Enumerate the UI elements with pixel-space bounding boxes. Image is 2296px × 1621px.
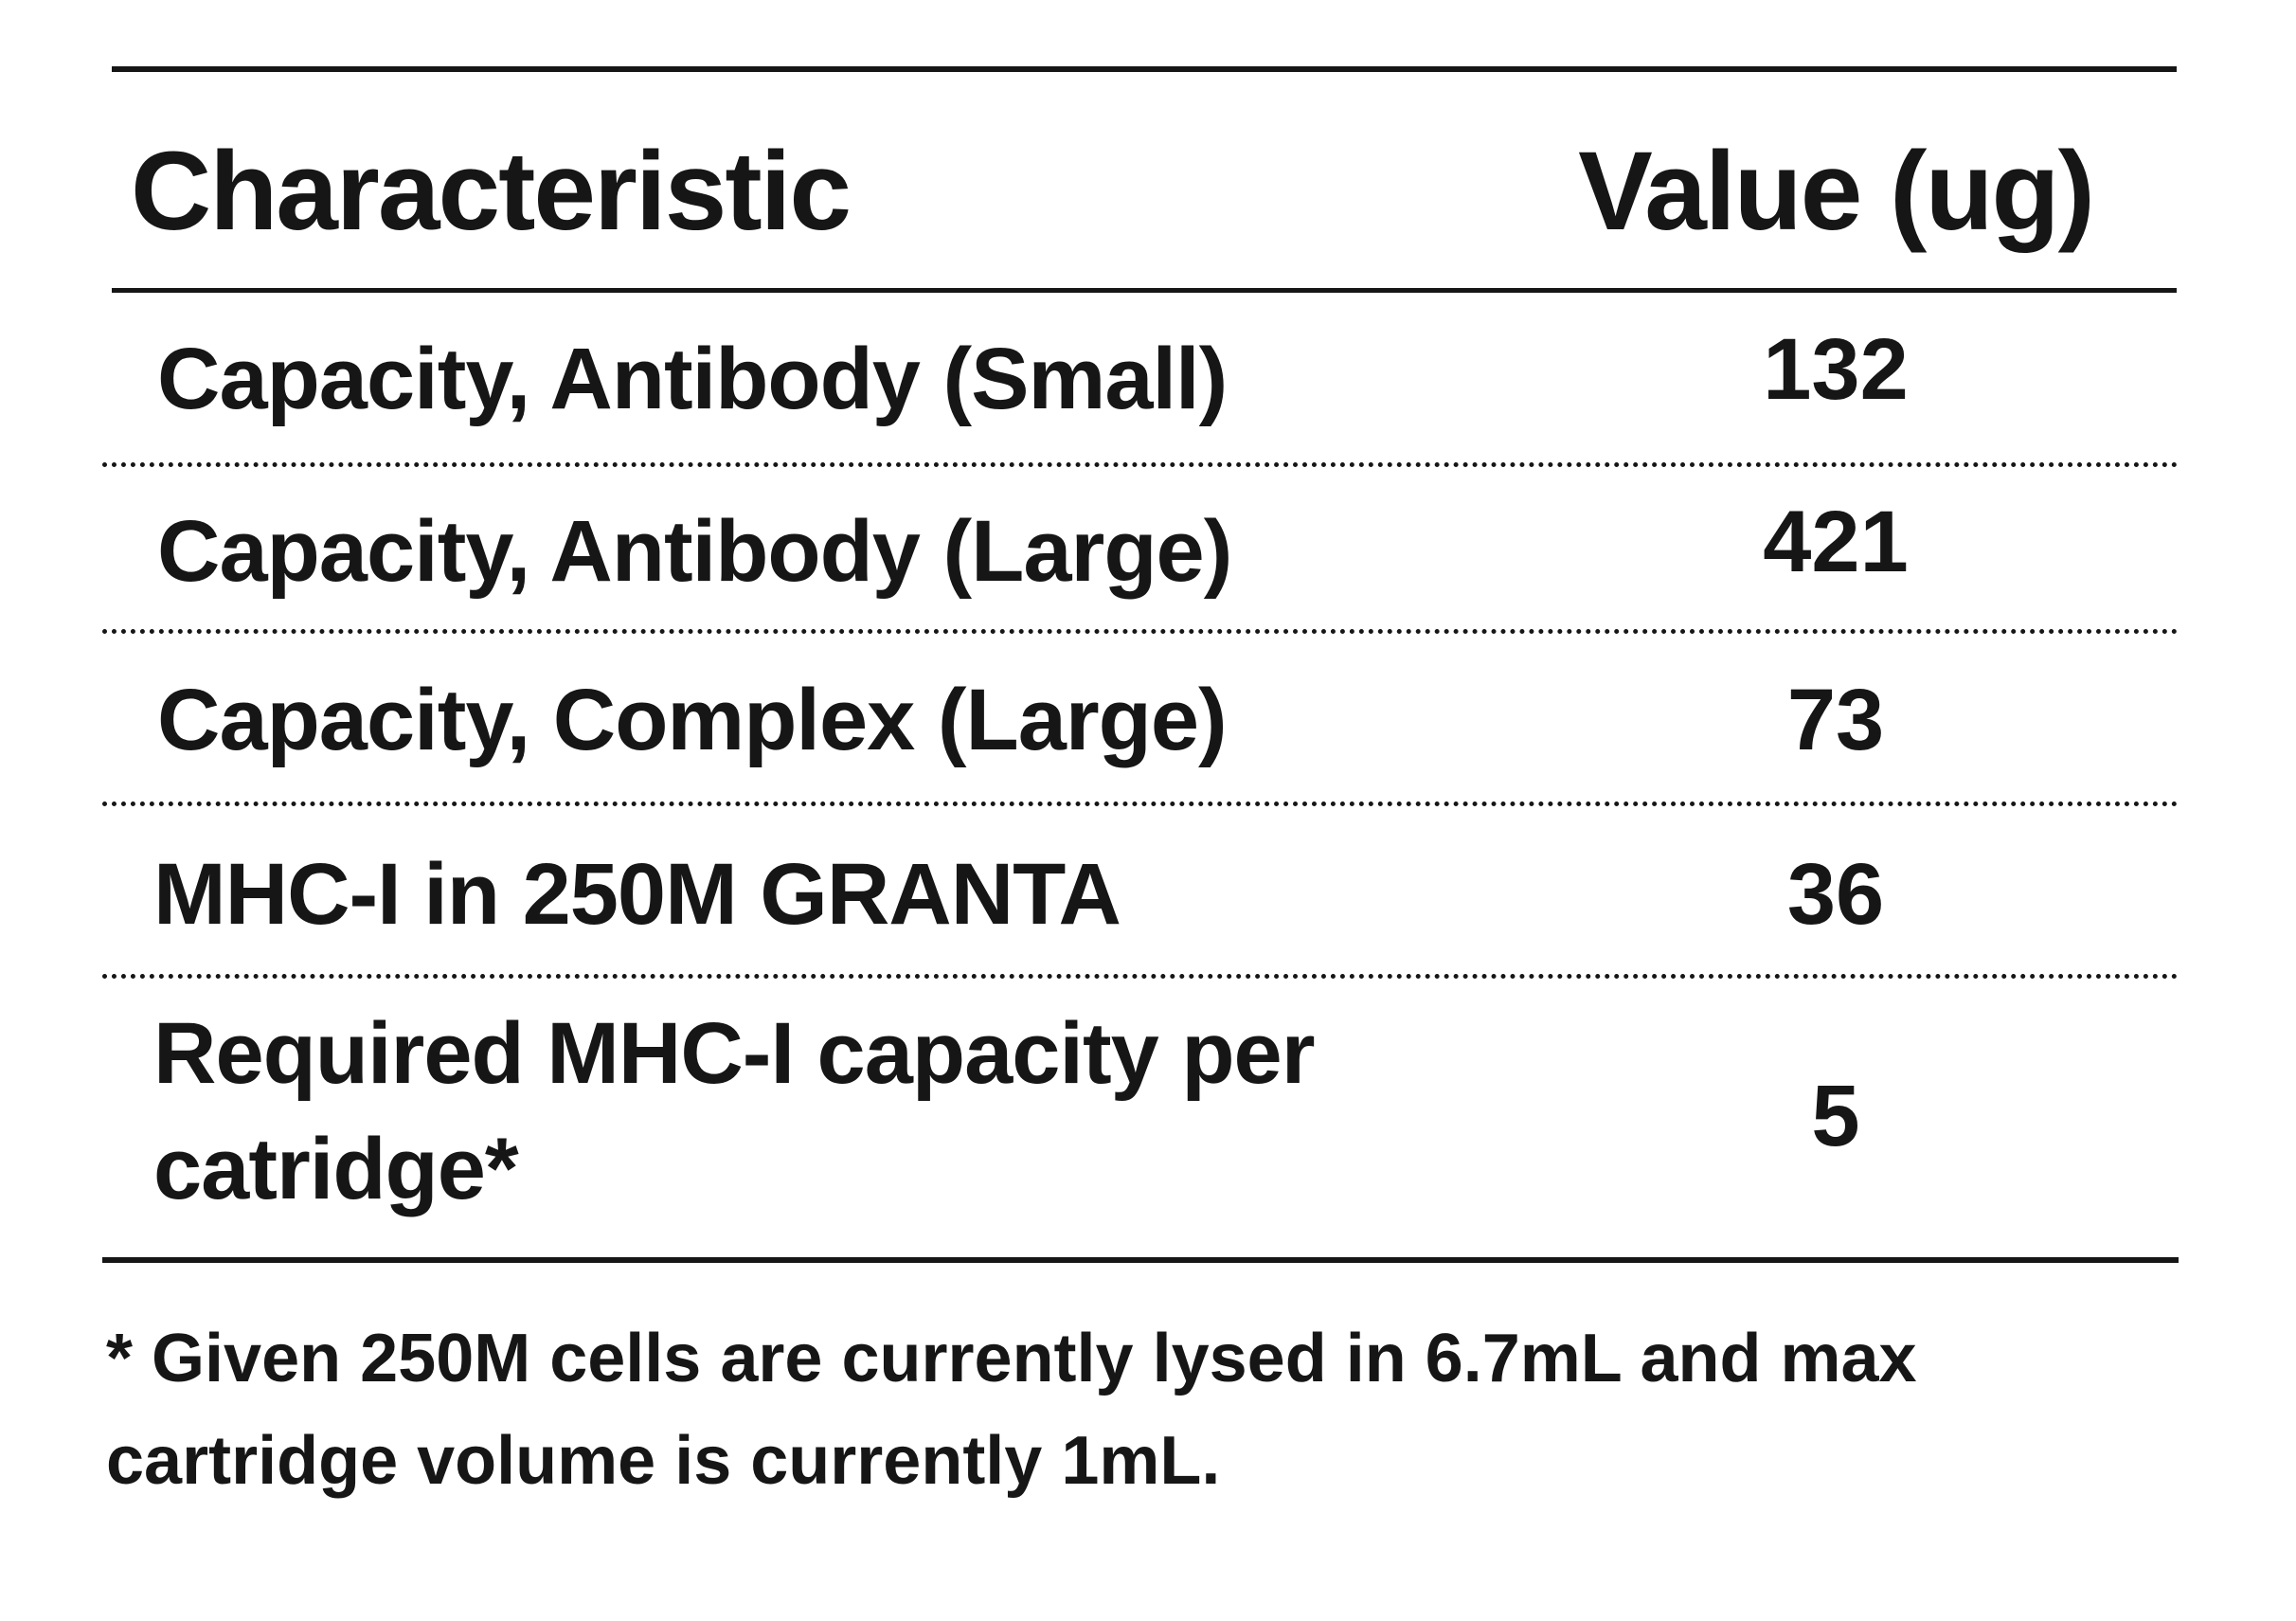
table-header-rule — [112, 288, 2177, 293]
row-value: 73 — [1786, 672, 1885, 768]
row-value: 421 — [1763, 494, 1909, 590]
row-characteristic: MHC-I in 250M GRANTA — [153, 846, 1121, 943]
row-characteristic: Capacity, Antibody (Large) — [157, 503, 1232, 600]
table-row: Required MHC-I capacity per catridge* 5 — [102, 979, 2179, 1263]
header-value: Value (ug) — [1578, 129, 2095, 254]
row-value: 36 — [1786, 846, 1885, 943]
row-characteristic: Required MHC-I capacity per catridge* — [153, 1005, 1316, 1217]
table-footnote: * Given 250M cells are currently lysed i… — [106, 1321, 1917, 1499]
table-body: Capacity, Antibody (Small) 132 Capacity,… — [102, 293, 2179, 1263]
row-value: 5 — [1811, 1068, 1860, 1164]
table-row: MHC-I in 250M GRANTA 36 — [102, 806, 2179, 979]
table-row: Capacity, Complex (Large) 73 — [102, 634, 2179, 806]
row-characteristic: Capacity, Antibody (Small) — [157, 331, 1228, 427]
table-header: Characteristic Value (ug) — [102, 72, 2179, 288]
row-value: 132 — [1763, 321, 1909, 418]
row-characteristic: Capacity, Complex (Large) — [157, 672, 1228, 768]
table-row: Capacity, Antibody (Small) 132 — [102, 293, 2179, 467]
table-row: Capacity, Antibody (Large) 421 — [102, 467, 2179, 634]
header-characteristic: Characteristic — [131, 129, 852, 254]
table-top-rule — [112, 66, 2177, 72]
